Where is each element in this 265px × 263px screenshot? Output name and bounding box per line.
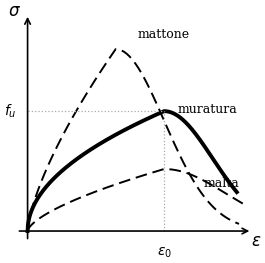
Text: malta: malta	[204, 177, 240, 190]
Text: mattone: mattone	[138, 28, 190, 41]
Text: $\varepsilon$: $\varepsilon$	[251, 233, 262, 250]
Text: $f_u$: $f_u$	[4, 103, 17, 120]
Text: $\sigma$: $\sigma$	[8, 3, 21, 21]
Text: muratura: muratura	[177, 103, 237, 115]
Text: $\varepsilon_0$: $\varepsilon_0$	[157, 245, 172, 260]
